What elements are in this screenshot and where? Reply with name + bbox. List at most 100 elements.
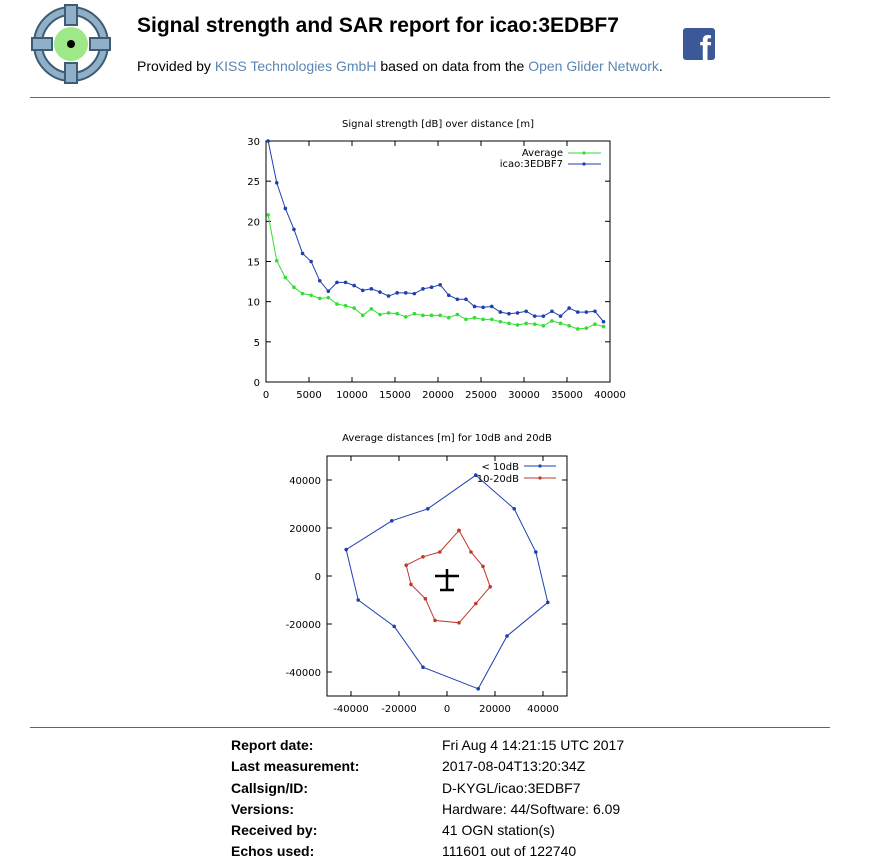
facebook-icon[interactable]: f — [683, 28, 715, 60]
chart2-series-0-point — [512, 507, 516, 511]
chart1-series-0-point — [575, 327, 580, 331]
chart1-series-1-point — [584, 310, 589, 314]
chart1-series-0-point — [283, 275, 288, 280]
chart1-series-1-point — [292, 227, 296, 232]
chart2-series-1-point — [457, 621, 461, 625]
chart1-series-0-point — [317, 296, 322, 301]
info-value: Fri Aug 4 14:21:15 UTC 2017 — [442, 737, 625, 753]
chart1-series-0-point — [532, 322, 537, 326]
chart2-series-1-point — [488, 585, 493, 589]
chart1-title: Signal strength [dB] over distance [m] — [342, 119, 534, 130]
chart1-series-0-point — [395, 311, 399, 316]
chart2-series-0-point — [344, 547, 349, 552]
chart1-series-1-point — [274, 180, 279, 185]
chart2-series-0-point — [426, 507, 430, 511]
chart1-series-0-point — [429, 313, 434, 318]
chart2-xtick-label: -20000 — [381, 704, 416, 715]
chart1-series-0-point — [412, 311, 417, 316]
chart2-series-0-point — [534, 550, 538, 554]
chart1-series-1-point — [464, 297, 468, 302]
chart1-series-1-point — [472, 304, 477, 309]
chart1-series-1-point — [550, 309, 554, 314]
provided-by-line: Provided by KISS Technologies GmbH based… — [137, 58, 663, 74]
provided-prefix: Provided by — [137, 58, 215, 74]
chart1-series-1-point — [360, 288, 365, 293]
chart2-series-1-point — [457, 528, 461, 533]
chart1-xtick-label: 30000 — [508, 390, 540, 401]
chart1-series-1-point — [309, 259, 313, 264]
info-label: Versions: — [231, 800, 295, 817]
chart2-series-0-point — [474, 473, 478, 478]
info-label: Last measurement: — [231, 758, 360, 775]
chart1-series-0-point — [266, 213, 270, 217]
chart1-ytick-label: 30 — [247, 137, 260, 148]
chart2-title: Average distances [m] for 10dB and 20dB — [342, 433, 552, 444]
chart1-series-1-line — [267, 140, 604, 323]
chart1-series-0-point — [489, 317, 494, 322]
chart1-series-0-point — [421, 313, 425, 318]
chart1-series-0-point — [309, 293, 313, 298]
divider-bottom — [30, 727, 830, 728]
chart1-series-0-point — [335, 302, 339, 306]
chart1-series-1-point — [300, 251, 305, 256]
chart1-series-0-point — [567, 323, 571, 328]
chart1-series-1-point — [266, 139, 270, 143]
chart1-series-1-point — [601, 319, 606, 324]
chart1-series-0-point — [524, 321, 528, 326]
chart2-xtick-label: 0 — [444, 704, 450, 715]
crosshair-logo-icon — [31, 4, 111, 84]
chart2-series-0-point — [392, 624, 397, 629]
chart1-series-1-point — [412, 291, 417, 296]
chart2-xtick-label: 20000 — [479, 704, 511, 715]
chart2-ytick-label: -20000 — [286, 620, 321, 631]
chart1-series-1-point — [446, 293, 451, 298]
chart1-legend-average-dot — [582, 151, 586, 155]
chart1-series-0-point — [472, 315, 477, 320]
chart1-series-0-point — [515, 323, 520, 327]
chart1-series-1-point — [481, 305, 485, 310]
chart1-frame — [265, 140, 611, 383]
chart1-series-0-point — [369, 307, 374, 311]
chart1-series-1-point — [541, 314, 546, 318]
chart1-series-0-point — [326, 295, 331, 300]
chart1-series-1-point — [386, 294, 391, 298]
chart2-legend: < 10dB 10-20dB — [477, 462, 556, 485]
chart1-series-1-point — [283, 206, 288, 211]
chart2-series-0-point — [546, 600, 550, 605]
company-link[interactable]: KISS Technologies GmbH — [214, 58, 377, 74]
chart1-series-0-point — [550, 319, 554, 323]
chart1-xtick-label: 0 — [263, 390, 269, 401]
chart1-series-0-point — [352, 306, 356, 310]
chart1-legend-aircraft-dot — [582, 162, 586, 166]
chart1-xtick-label: 5000 — [296, 390, 321, 401]
page-title: Signal strength and SAR report for icao:… — [137, 14, 619, 37]
chart1-series-1-point — [369, 287, 374, 291]
chart2-series-0-point — [421, 665, 425, 669]
chart1-ytick-label: 25 — [247, 177, 260, 188]
info-label: Received by: — [231, 822, 318, 839]
chart2-series-1-point — [481, 564, 485, 569]
chart1-series-0-point — [292, 285, 296, 290]
chart1-series-1-point — [524, 309, 528, 314]
chart2-series-1-point — [469, 550, 473, 554]
chart1-legend-aircraft: icao:3EDBF7 — [500, 159, 563, 170]
info-value: 2017-08-04T13:20:34Z — [442, 758, 586, 775]
chart1-series-1-point — [403, 291, 408, 295]
chart2-ytick-label: 0 — [315, 572, 321, 583]
divider-top — [30, 97, 830, 98]
chart2-xtick-label: 40000 — [527, 704, 559, 715]
chart1-series-0-point — [541, 323, 546, 328]
chart1-series-0-point — [446, 315, 451, 320]
network-link[interactable]: Open Glider Network — [528, 58, 659, 74]
chart2-series-1-point — [404, 563, 409, 567]
chart2-legend-10-20: 10-20dB — [477, 474, 519, 485]
chart1-series-1-point — [489, 304, 494, 309]
chart2-legend-10-20-dot — [538, 476, 542, 480]
chart1-series-1-point — [395, 291, 399, 295]
chart1-series-0-point — [507, 321, 511, 326]
chart1-series-1-point — [567, 306, 571, 310]
chart1-ytick-label: 10 — [247, 298, 260, 309]
chart1-series-0-point — [601, 324, 606, 329]
chart1-series-0-point — [464, 317, 468, 322]
chart1-series-0-point — [300, 291, 305, 296]
